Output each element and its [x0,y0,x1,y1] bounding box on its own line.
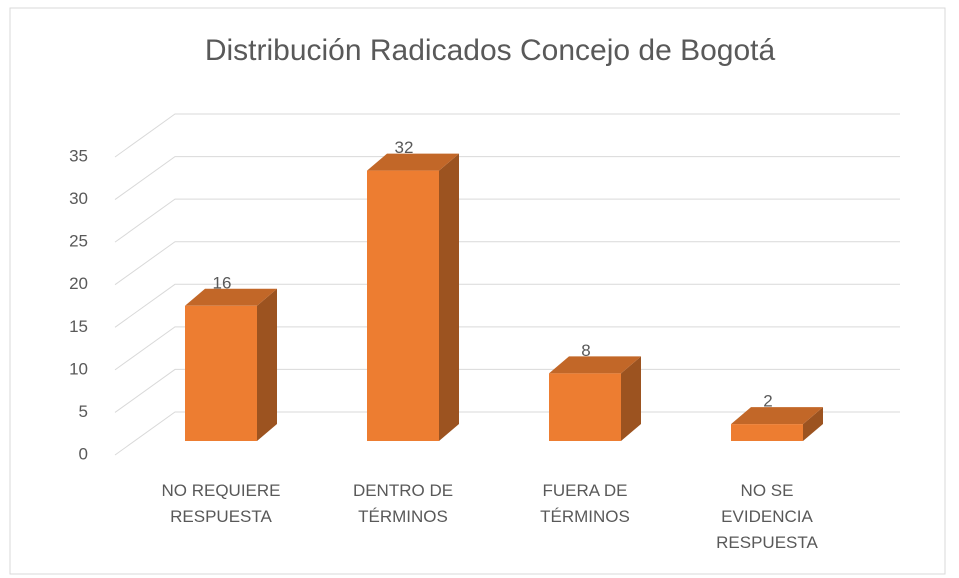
bar-front [731,424,803,441]
y-tick-label: 10 [69,359,88,378]
grid-line [114,283,900,328]
y-tick-label: 30 [69,189,88,208]
y-tick-label: 20 [69,274,88,293]
grid-line [114,411,900,456]
chart-border [9,7,946,575]
grid-line [114,241,900,286]
grid-line [114,156,900,200]
y-tick-label: 15 [69,317,88,336]
bar-front [185,305,257,441]
y-tick-label: 35 [69,146,88,165]
bar-top [367,153,459,171]
x-tick-label: NO SE EVIDENCIA RESPUESTA [716,481,818,552]
bar-front [549,373,621,441]
value-label: 8 [581,341,590,360]
y-tick-label: 25 [69,232,88,251]
bar-side [803,407,823,441]
grid-line [114,113,900,158]
bar-front [367,170,439,441]
value-label: 32 [395,138,414,157]
bar [731,407,823,441]
bar-side [257,288,277,441]
grid-line [114,368,900,413]
bar [185,288,277,441]
bar-top [731,407,823,425]
y-tick-label: 0 [79,444,88,463]
x-tick-label: FUERA DE TÉRMINOS [540,481,630,526]
bar [367,153,459,441]
x-tick-label: NO REQUIERE RESPUESTA [161,481,280,526]
value-label: 16 [213,273,232,292]
value-label: 2 [763,392,772,411]
bar-top [549,356,641,374]
bar-side [439,153,459,441]
y-tick-label: 5 [79,402,88,421]
bar-top [185,288,277,306]
grid-line [114,198,900,243]
bar-side [621,356,641,441]
bar [549,356,641,441]
chart-title: Distribución Radicados Concejo de Bogotá [205,34,776,67]
x-tick-label: DENTRO DE TÉRMINOS [353,481,453,526]
grid-line [114,326,900,371]
